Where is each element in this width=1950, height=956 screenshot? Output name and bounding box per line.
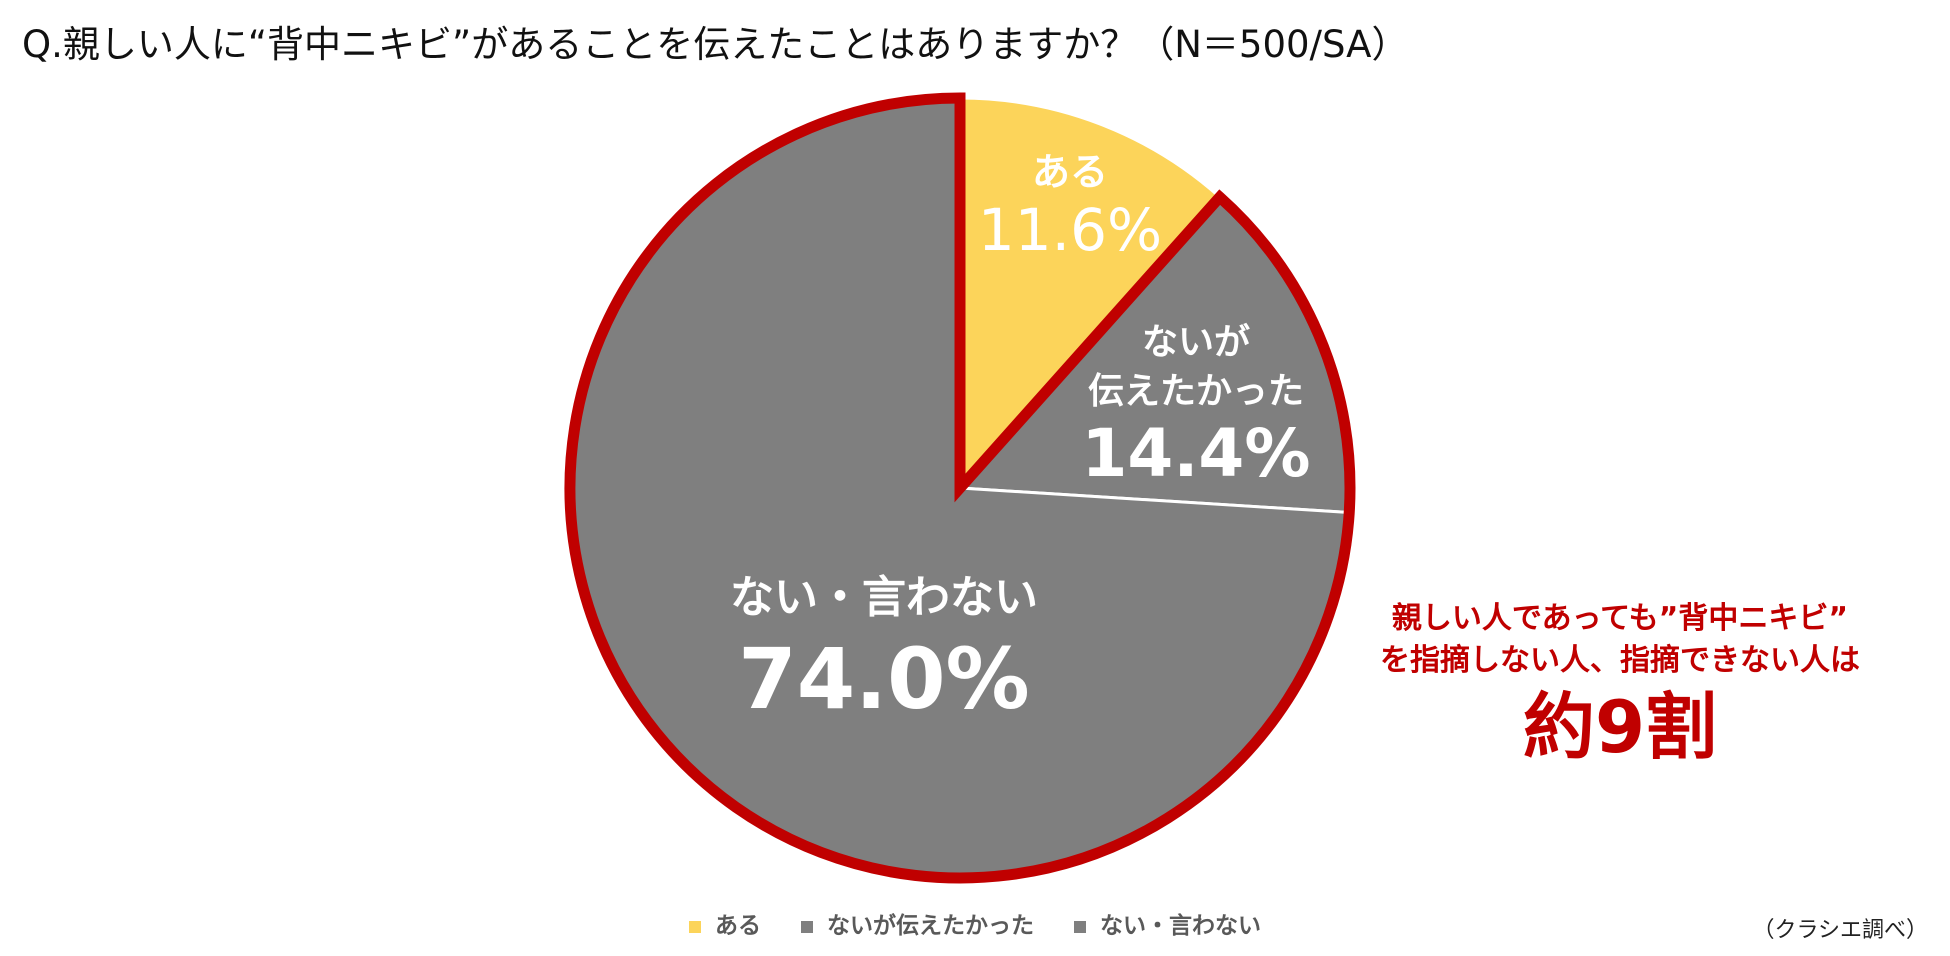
callout-annotation: 親しい人であっても”背中ニキビ” を指摘しない人、指摘できない人は 約9割 [1320, 598, 1920, 772]
slice-label-2-line-2: 伝えたかった [1088, 371, 1304, 412]
slice-label-3: ない・言わない [730, 572, 1038, 623]
legend-label: ある [714, 913, 761, 939]
highlight-outline [564, 92, 1356, 884]
legend-label: ない・言わない [1100, 913, 1262, 939]
pie-slice-1 [958, 96, 1222, 492]
legend-item-wanted-to-tell: ないが伝えたかった [800, 906, 1034, 940]
callout-emphasis: 約9割 [1522, 685, 1718, 769]
legend-item-aru: ある [688, 906, 761, 940]
slice-value-2: 14.4% [1082, 415, 1311, 492]
slice-value-3: 74.0% [738, 630, 1029, 728]
legend-swatch [688, 920, 701, 933]
slice-label-1: ある [1032, 150, 1108, 194]
chart-title: Q.親しい人に“背中ニキビ”があることを伝えたことはありますか？（N＝500/S… [22, 23, 1409, 66]
slice-value-1: 11.6% [978, 196, 1162, 264]
highlight-outline-path [564, 92, 1356, 884]
slice-label-2-line-1: ないが [1142, 322, 1250, 363]
source-note: （クラシエ調べ） [1752, 918, 1928, 943]
legend-label: ないが伝えたかった [827, 913, 1034, 939]
legend-item-not-say: ない・言わない [1074, 906, 1261, 940]
legend-swatch [1074, 920, 1087, 933]
legend-swatch [800, 920, 813, 933]
callout-line-1: 親しい人であっても”背中ニキビ” [1391, 601, 1849, 636]
callout-line-2: を指摘しない人、指摘できない人は [1380, 643, 1860, 678]
legend: ある ないが伝えたかった ない・言わない [0, 906, 1950, 940]
